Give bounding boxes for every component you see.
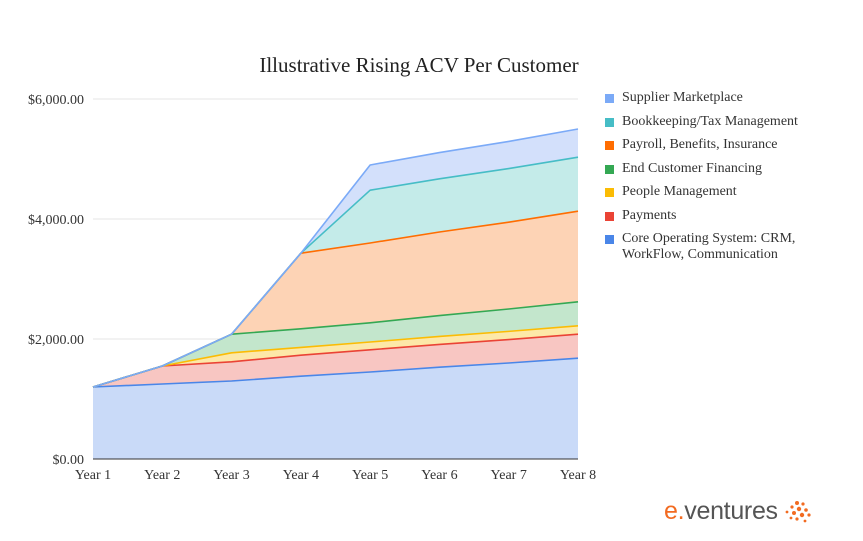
eventures-logo: e. ventures	[664, 497, 813, 526]
legend-item: People Management	[605, 184, 855, 200]
legend-label: Payroll, Benefits, Insurance	[622, 137, 778, 152]
area-core-operating-system-crm-workflow-communication	[93, 358, 578, 459]
x-tick-label: Year 7	[491, 468, 527, 483]
legend-label: Core Operating System: CRM, WorkFlow, Co…	[622, 231, 796, 262]
logo-dots-icon	[785, 500, 811, 522]
area-payments	[93, 334, 578, 387]
legend: Supplier Marketplace Bookkeeping/Tax Mana…	[605, 90, 855, 271]
legend-item: Core Operating System: CRM, WorkFlow, Co…	[605, 231, 855, 263]
legend-item: Payments	[605, 208, 855, 224]
area-people-management	[93, 325, 578, 387]
series-lines	[92, 128, 579, 388]
y-tick-label: $4,000.00	[28, 213, 84, 228]
y-tick-label: $6,000.00	[28, 93, 84, 108]
line-people-management	[92, 325, 579, 388]
area-payroll-benefits-insurance	[93, 211, 578, 387]
areas	[93, 129, 578, 459]
legend-item: End Customer Financing	[605, 161, 855, 177]
legend-swatch	[605, 117, 614, 127]
legend-swatch	[605, 94, 614, 103]
legend-item: Bookkeeping/Tax Management	[605, 114, 855, 130]
y-axis: $0.00 $2,000.00 $4,000.00 $6,000.00	[28, 93, 578, 468]
area-bookkeeping-tax-management	[93, 157, 578, 387]
logo-name: ventures	[684, 497, 778, 525]
legend-swatch	[605, 164, 614, 174]
legend-swatch	[605, 235, 614, 244]
legend-swatch	[605, 211, 614, 221]
legend-label: Supplier Marketplace	[622, 90, 743, 105]
line-payments	[92, 333, 579, 388]
chart-title: Illustrative Rising ACV Per Customer	[259, 53, 578, 77]
y-tick-label: $2,000.00	[28, 333, 84, 348]
legend-swatch	[605, 141, 614, 150]
legend-label: People Management	[622, 184, 737, 199]
x-tick-label: Year 2	[144, 468, 180, 483]
x-axis: Year 1 Year 2 Year 3 Year 4 Year 5 Year 6 Year…	[75, 468, 596, 483]
logo-dot: .	[677, 497, 685, 525]
line-core-operating-system-crm-workflow-communication	[92, 357, 579, 388]
area-supplier-marketplace	[93, 129, 578, 387]
legend-item: Supplier Marketplace	[605, 90, 855, 106]
x-tick-label: Year 6	[421, 468, 457, 483]
y-tick-label: $0.00	[53, 453, 85, 468]
legend-label: End Customer Financing	[622, 160, 762, 176]
x-tick-label: Year 8	[560, 468, 596, 483]
logo-prefix: e	[664, 497, 678, 525]
legend-swatch	[605, 188, 614, 197]
x-tick-label: Year 4	[283, 468, 319, 483]
legend-item: Payroll, Benefits, Insurance	[605, 137, 855, 153]
x-tick-label: Year 1	[75, 468, 111, 483]
line-supplier-marketplace	[92, 128, 579, 388]
legend-label: Bookkeeping/Tax Management	[622, 113, 798, 129]
x-tick-label: Year 3	[213, 468, 249, 483]
legend-label: Payments	[622, 207, 677, 223]
x-tick-label: Year 5	[352, 468, 388, 483]
